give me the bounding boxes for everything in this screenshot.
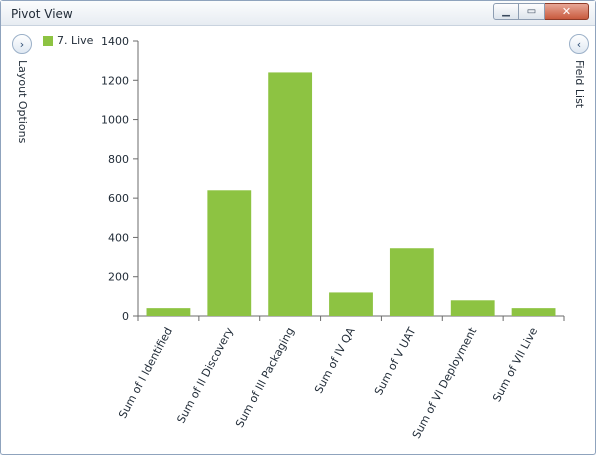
bar <box>146 308 191 316</box>
bar <box>511 308 556 316</box>
field-list-panel: ‹ Field List <box>566 34 592 184</box>
window-controls: ▁ ▭ ✕ <box>493 3 589 20</box>
bar <box>268 72 313 316</box>
y-tick-label: 200 <box>108 271 129 284</box>
y-tick-label: 1200 <box>101 74 129 87</box>
field-list-toggle[interactable]: ‹ <box>569 34 589 54</box>
category-label: Sum of II Discovery <box>174 325 236 426</box>
layout-options-label[interactable]: Layout Options <box>16 60 29 144</box>
field-list-label[interactable]: Field List <box>573 60 586 109</box>
close-icon: ✕ <box>561 5 572 18</box>
y-tick-label: 800 <box>108 153 129 166</box>
category-label: Sum of IV QA <box>312 325 358 396</box>
y-tick-label: 600 <box>108 192 129 205</box>
bar <box>450 300 495 316</box>
chevron-left-icon: ‹ <box>576 37 582 51</box>
layout-options-toggle[interactable]: › <box>12 34 32 54</box>
chevron-right-icon: › <box>19 37 25 51</box>
maximize-icon: ▭ <box>526 6 537 17</box>
y-tick-label: 400 <box>108 231 129 244</box>
title-bar[interactable]: Pivot View ▁ ▭ ✕ <box>1 1 595 26</box>
close-button[interactable]: ✕ <box>545 3 589 20</box>
maximize-button[interactable]: ▭ <box>519 3 545 20</box>
category-label: Sum of V UAT <box>372 325 419 397</box>
category-label: Sum of VI Deployment <box>410 325 480 441</box>
y-tick-label: 0 <box>122 310 129 323</box>
minimize-button[interactable]: ▁ <box>493 3 519 20</box>
window-title: Pivot View <box>11 7 73 21</box>
chart-legend: 7. Live <box>43 34 93 47</box>
category-label: Sum of I Identified <box>116 325 175 420</box>
layout-options-panel: › Layout Options <box>9 34 35 184</box>
bar <box>207 190 252 316</box>
legend-label: 7. Live <box>57 34 94 47</box>
category-label: Sum of III Packaging <box>233 325 297 429</box>
bar <box>389 248 434 316</box>
y-tick-label: 1000 <box>101 114 129 127</box>
category-label: Sum of VII Live <box>490 325 540 404</box>
bar <box>329 292 373 316</box>
minimize-icon: ▁ <box>502 6 510 17</box>
y-tick-label: 1400 <box>101 35 129 48</box>
legend-swatch <box>43 35 53 46</box>
